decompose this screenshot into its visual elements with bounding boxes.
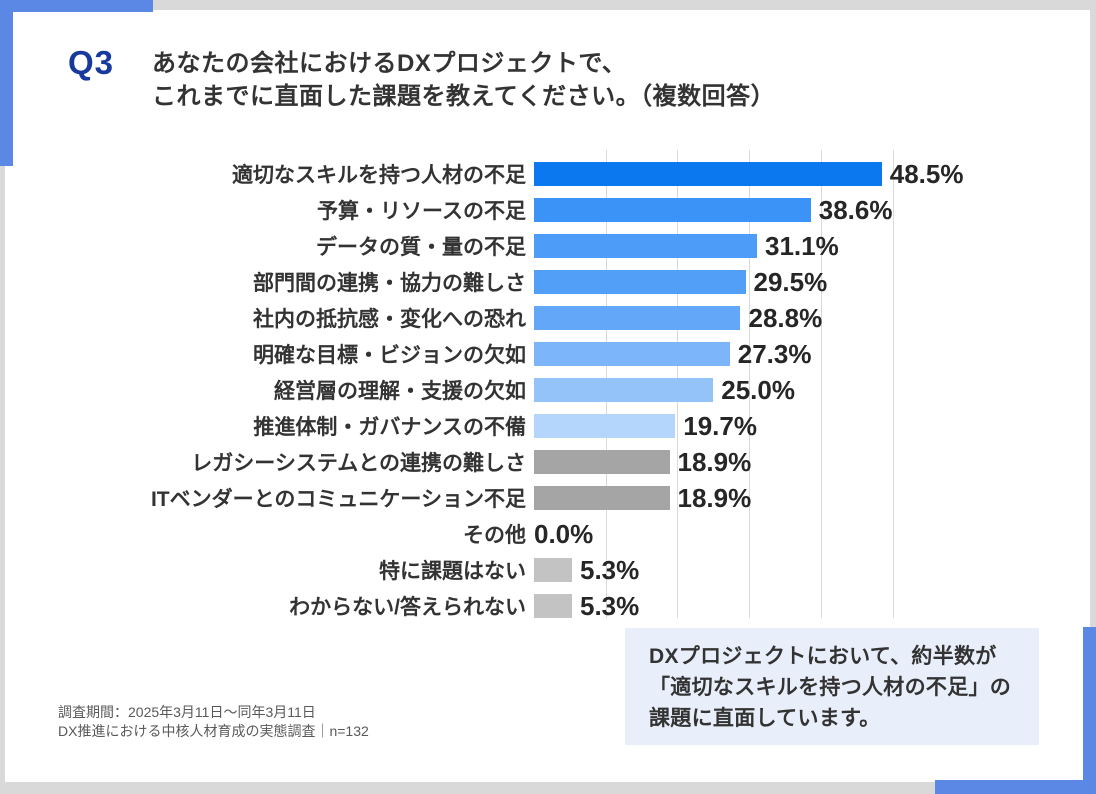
frame-edge-right	[1090, 0, 1096, 794]
insight-callout-line2: 「適切なスキルを持つ人材の不足」の	[649, 676, 1012, 699]
frame-edge-left	[0, 0, 5, 794]
insight-callout-line1: DXプロジェクトにおいて、約半数が	[649, 645, 997, 668]
value-label: 19.7%	[683, 410, 757, 441]
chart-row: 明確な目標・ビジョンの欠如 27.3%	[0, 336, 1096, 372]
question-title: あなたの会社におけるDXプロジェクトで、 これまでに直面した課題を教えてください…	[152, 47, 775, 113]
bar	[534, 378, 714, 402]
bar	[534, 486, 670, 510]
horizontal-bar-chart: 適切なスキルを持つ人材の不足 48.5% 予算・リソースの不足 38.6% データの質・…	[0, 150, 1096, 621]
insight-callout-line3: 課題に直面しています。	[649, 707, 881, 730]
bar	[534, 414, 676, 438]
value-label: 28.8%	[748, 302, 823, 333]
category-label: 部門間の連携・協力の難しさ	[253, 272, 526, 295]
chart-row: 社内の抵抗感・変化への恐れ 28.8%	[0, 300, 1096, 336]
chart-row: 経営層の理解・支援の欠如 25.0%	[0, 372, 1096, 408]
category-label: レガシーシステムとの連携の難しさ	[191, 452, 526, 475]
category-label: 社内の抵抗感・変化への恐れ	[253, 308, 526, 331]
frame-edge-bottom	[0, 782, 1096, 794]
bar	[534, 450, 670, 474]
value-label: 18.9%	[677, 446, 752, 477]
value-label: 29.5%	[753, 266, 828, 297]
value-label: 38.6%	[818, 194, 893, 225]
bar	[534, 342, 730, 366]
category-label: ITベンダーとのコミュニケーション不足	[150, 488, 526, 511]
chart-row: ITベンダーとのコミュニケーション不足 18.9%	[0, 480, 1096, 516]
top-left-accent-vertical	[0, 0, 13, 166]
chart-row: わからない/答えられない 5.3%	[0, 588, 1096, 624]
chart-row: 推進体制・ガバナンスの不備 19.7%	[0, 408, 1096, 444]
bar	[534, 558, 572, 582]
question-title-line1: あなたの会社におけるDXプロジェクトで、	[152, 50, 627, 77]
category-label: 適切なスキルを持つ人材の不足	[232, 164, 526, 187]
gridline-40pct	[820, 150, 822, 618]
survey-note: 調査期間：2025年3月11日～同年3月11日 DX推進における中核人材育成の実…	[58, 703, 369, 741]
chart-rows: 適切なスキルを持つ人材の不足 48.5% 予算・リソースの不足 38.6% データの質・…	[0, 156, 1096, 624]
category-label: その他	[463, 524, 526, 547]
bottom-right-accent-horizontal	[935, 780, 1096, 794]
value-label: 18.9%	[677, 482, 752, 513]
bar	[534, 234, 757, 258]
category-label: 特に課題はない	[379, 560, 526, 583]
chart-row: その他 0.0%	[0, 516, 1096, 552]
survey-source: DX推進における中核人材育成の実態調査｜n=132	[58, 723, 369, 739]
bar	[534, 594, 572, 618]
category-label: 推進体制・ガバナンスの不備	[253, 416, 526, 439]
category-label: 予算・リソースの不足	[317, 200, 526, 223]
question-title-line2: これまでに直面した課題を教えてください。（複数回答）	[152, 83, 776, 110]
survey-period: 調査期間：2025年3月11日～同年3月11日	[58, 704, 316, 720]
value-label: 31.1%	[764, 230, 839, 261]
frame-edge-top	[0, 0, 1096, 10]
value-label: 5.3%	[580, 554, 640, 585]
value-label: 48.5%	[889, 158, 964, 189]
top-left-accent-horizontal	[0, 0, 153, 12]
value-label: 25.0%	[721, 374, 795, 405]
insight-callout: DXプロジェクトにおいて、約半数が 「適切なスキルを持つ人材の不足」の 課題に直…	[625, 628, 1039, 745]
value-label: 0.0%	[534, 518, 594, 549]
value-label: 5.3%	[580, 590, 640, 621]
chart-row: レガシーシステムとの連携の難しさ 18.9%	[0, 444, 1096, 480]
value-label: 27.3%	[737, 338, 812, 369]
bar	[534, 162, 882, 186]
chart-row: 適切なスキルを持つ人材の不足 48.5%	[0, 156, 1096, 192]
category-label: 明確な目標・ビジョンの欠如	[253, 344, 526, 367]
bottom-right-accent-vertical	[1083, 627, 1096, 794]
category-label: 経営層の理解・支援の欠如	[274, 380, 526, 403]
chart-row: 予算・リソースの不足 38.6%	[0, 192, 1096, 228]
gridline-30pct	[749, 150, 751, 618]
chart-row: 特に課題はない 5.3%	[0, 552, 1096, 588]
bar	[534, 306, 741, 330]
category-label: データの質・量の不足	[316, 236, 526, 259]
question-number: Q3	[68, 44, 115, 81]
chart-row: 部門間の連携・協力の難しさ 29.5%	[0, 264, 1096, 300]
chart-row: データの質・量の不足 31.1%	[0, 228, 1096, 264]
bar	[534, 270, 746, 294]
bar	[534, 198, 811, 222]
category-label: わからない/答えられない	[289, 596, 526, 619]
gridline-50pct	[892, 150, 894, 618]
